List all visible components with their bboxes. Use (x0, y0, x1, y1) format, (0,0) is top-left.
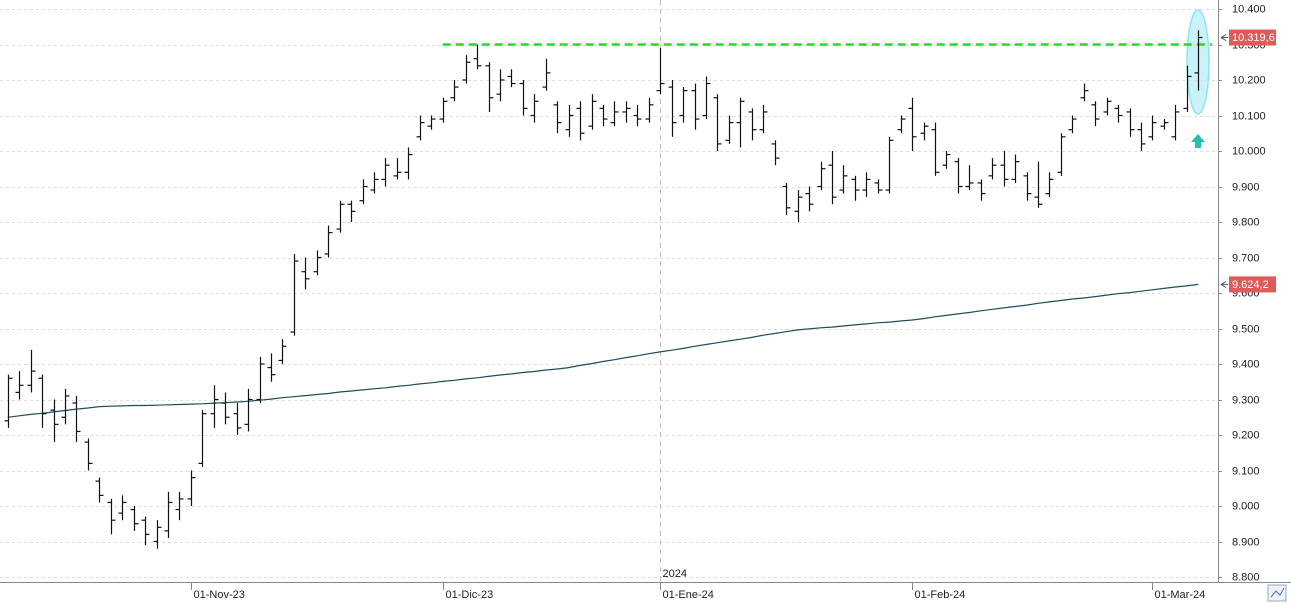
moving-average (7, 283, 1199, 418)
x-tick-label: 01-Dic-23 (446, 589, 494, 601)
y-tick-label: 9.700 (1232, 252, 1260, 264)
y-tick-label: 9.500 (1232, 323, 1260, 335)
y-tick-label: 9.000 (1232, 500, 1260, 512)
y-tick-label: 9.800 (1232, 216, 1260, 228)
y-tick-label: 10.100 (1232, 110, 1266, 122)
y-tick-label: 10.200 (1232, 74, 1266, 86)
y-tick-label: 9.200 (1232, 429, 1260, 441)
price-tag-label: 10.319,6 (1232, 32, 1275, 44)
y-tick-label: 9.900 (1232, 181, 1260, 193)
scale-icon (1270, 587, 1285, 598)
price-tag (1229, 29, 1276, 46)
y-tick-label: 9.400 (1232, 358, 1260, 370)
price-tag-label: 9.624,2 (1232, 279, 1269, 291)
x-tick-label: 01-Ene-24 (663, 589, 714, 601)
y-tick-label: 9.300 (1232, 394, 1260, 406)
y-tick-label: 9.100 (1232, 465, 1260, 477)
up-arrow (1191, 134, 1205, 148)
price-tag (1229, 276, 1276, 293)
year-label: 2024 (663, 568, 687, 580)
y-tick-label: 8.900 (1232, 536, 1260, 548)
tag-pointer (1220, 34, 1228, 41)
y-tick-label: 8.800 (1232, 571, 1260, 583)
y-tick-label: 10.000 (1232, 145, 1266, 157)
y-tick-label: 10.400 (1232, 3, 1266, 15)
x-tick-label: 01-Mar-24 (1155, 589, 1206, 601)
x-tick-label: 01-Feb-24 (915, 589, 966, 601)
x-tick-label: 01-Nov-23 (194, 589, 245, 601)
tag-pointer (1220, 280, 1228, 288)
scale-button[interactable] (1267, 584, 1287, 602)
